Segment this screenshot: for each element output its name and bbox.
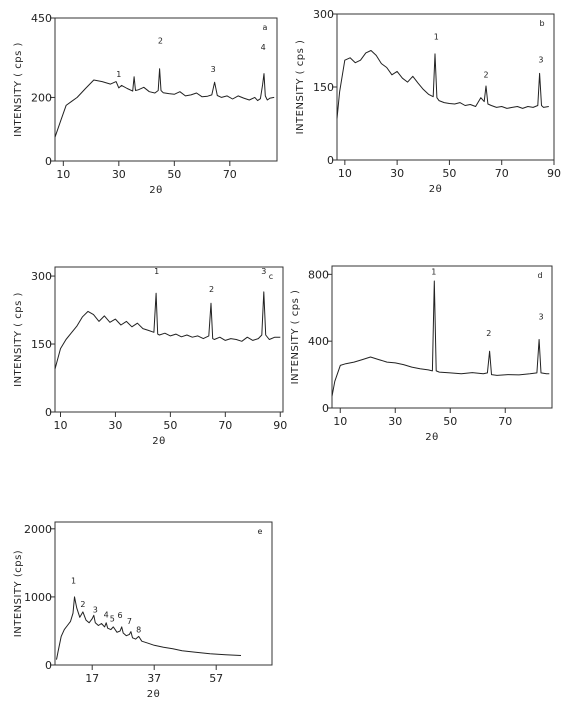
peak-label: 5: [110, 614, 115, 623]
peak-label: 3: [538, 312, 543, 321]
chart-panel-c: 10 30 50 70 90 0 150 300 1 2 3c 2θ INTENSITY ( cps ): [13, 266, 287, 447]
x-tick-label: 30: [388, 415, 402, 428]
peak-label: 1: [71, 576, 76, 585]
y-tick-label: 450: [31, 12, 52, 25]
peak-label: 1: [154, 267, 159, 276]
diffraction-trace: [331, 280, 550, 397]
y-tick-label: 0: [45, 406, 52, 419]
x-tick-label: 90: [273, 419, 287, 432]
x-axis-label: 2θ: [149, 185, 162, 196]
x-tick-label: 50: [163, 419, 177, 432]
peak-label: 3: [261, 267, 266, 276]
peak-label: 2: [209, 285, 214, 294]
plot-frame: [331, 265, 553, 409]
peak-label: 3: [538, 56, 543, 65]
chart-panel-b: 10 30 50 70 90 0 150 300 1 2 3 b 2θ INTENSITY ( cps ): [295, 8, 561, 195]
x-tick-label: 57: [209, 672, 223, 685]
plot-frame: [54, 521, 273, 666]
peak-label: 4: [104, 610, 109, 619]
x-axis-label: 2θ: [429, 184, 442, 195]
x-tick-label: 30: [112, 168, 126, 181]
x-axis-label: 2θ: [152, 436, 165, 447]
x-tick-label: 30: [390, 167, 404, 180]
y-tick-label: 150: [313, 81, 334, 94]
x-tick-label: 70: [218, 419, 232, 432]
peak-label: 4: [261, 43, 266, 52]
x-tick-label: 37: [147, 672, 161, 685]
y-tick-label: 0: [45, 155, 52, 168]
panel-letter: d: [537, 271, 542, 280]
y-tick-label: 400: [308, 335, 329, 348]
diffraction-trace: [54, 291, 281, 370]
y-tick-label: 150: [31, 338, 52, 351]
x-tick-label: 10: [53, 419, 67, 432]
y-tick-label: 0: [327, 154, 334, 167]
y-tick-label: 0: [45, 659, 52, 672]
diffraction-trace: [54, 68, 275, 138]
plot-frame: [54, 266, 284, 413]
y-axis-label: INTENSITY (cps): [13, 550, 24, 637]
x-tick-label: 30: [108, 419, 122, 432]
x-tick-label: 17: [85, 672, 99, 685]
plot-frame: [336, 13, 555, 161]
chart-panel-a: 10 30 50 70 0 200 450 1 2 3 4 a 2θ INTENSITY ( cps ): [13, 12, 278, 196]
panel-letter: b: [539, 19, 544, 28]
peak-label: 7: [127, 617, 132, 626]
peak-label: 6: [118, 611, 123, 620]
plot-frame: [54, 17, 278, 162]
peak-label: 3: [93, 606, 98, 615]
y-tick-label: 1000: [24, 591, 52, 604]
panel-letter: c: [269, 272, 273, 281]
diffraction-trace: [336, 50, 549, 119]
x-tick-label: 10: [333, 415, 347, 428]
y-tick-label: 0: [322, 402, 329, 415]
peak-label: 2: [486, 329, 491, 338]
x-tick-label: 50: [442, 167, 456, 180]
peak-label: 1: [434, 32, 439, 41]
peak-label: 3: [211, 65, 216, 74]
x-tick-label: 70: [495, 167, 509, 180]
y-tick-label: 300: [313, 8, 334, 21]
peak-label: 2: [483, 70, 488, 79]
y-axis-label: INTENSITY ( cps ): [13, 292, 24, 387]
x-axis-label: 2θ: [147, 689, 160, 700]
y-axis-label: INTENSITY ( cps ): [290, 290, 301, 385]
x-tick-label: 50: [167, 168, 181, 181]
y-axis-label: INTENSITY ( cps ): [295, 40, 306, 135]
peak-label: 1: [431, 267, 436, 276]
y-tick-label: 200: [31, 91, 52, 104]
y-tick-label: 2000: [24, 523, 52, 536]
x-tick-label: 10: [56, 168, 70, 181]
x-tick-label: 70: [498, 415, 512, 428]
x-tick-label: 70: [223, 168, 237, 181]
x-tick-label: 10: [338, 167, 352, 180]
chart-panel-d: 10 30 50 70 0 400 800 1 2 3 d 2θ INTENSITY ( cps ): [290, 265, 553, 443]
panel-letter: a: [263, 23, 268, 32]
panel-letter: e: [258, 527, 263, 536]
chart-panel-e: 17 37 57 0 1000 2000 1 234 5 678 e 2θ INTENSITY (cps…: [13, 521, 273, 700]
x-axis-label: 2θ: [425, 432, 438, 443]
y-axis-label: INTENSITY ( cps ): [13, 42, 24, 137]
peak-label: 8: [136, 625, 141, 634]
y-tick-label: 300: [31, 270, 52, 283]
x-tick-label: 50: [443, 415, 457, 428]
peak-label: 2: [80, 600, 85, 609]
peak-label: 1: [116, 70, 121, 79]
x-tick-label: 90: [547, 167, 561, 180]
y-tick-label: 800: [308, 268, 329, 281]
diffraction-trace: [56, 596, 242, 660]
peak-label: 2: [158, 36, 163, 45]
